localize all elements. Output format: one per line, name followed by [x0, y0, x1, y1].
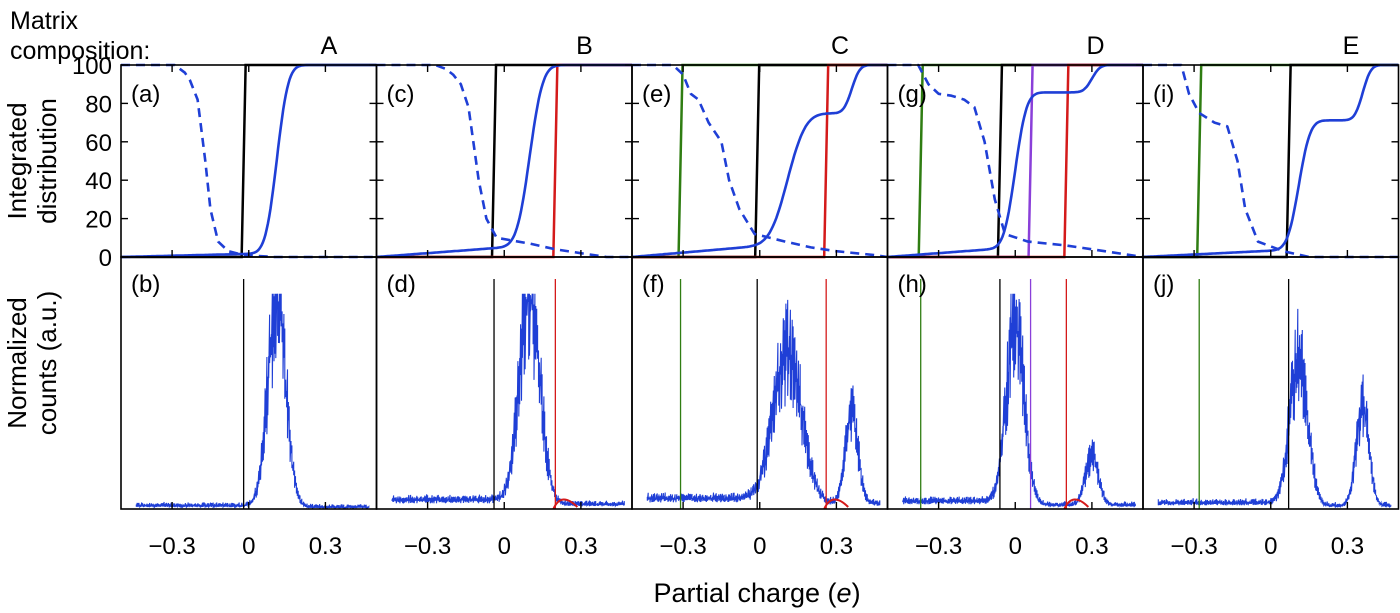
integrated-dashed-curve	[376, 63, 632, 259]
top-frame	[1142, 64, 1400, 258]
integrated-dashed-curve	[632, 63, 888, 259]
x-tick-label: 0	[753, 533, 766, 560]
integrated-dashed-curve	[1143, 63, 1399, 259]
y-tick-label: 0	[99, 245, 112, 272]
panel-C: (e) −0.3 0 0.3 (f)	[631, 63, 889, 560]
bottom-panel-B: −0.3 0 0.3 (d)	[375, 256, 633, 560]
matrix-composition-title: Matrix composition:	[10, 6, 150, 66]
panel-label-top: (a)	[131, 81, 160, 108]
x-axis-title-text: Partial charge (	[653, 578, 836, 608]
labels-layer: A B C D E 0 20 40 60 80 100 Integrated distribution N…	[2, 32, 1359, 608]
top-panel-C: (e)	[631, 63, 889, 259]
peak-tail-red	[823, 498, 849, 510]
matrix-label-E: E	[1343, 32, 1360, 60]
panel-label-top: (e)	[642, 81, 671, 108]
step-line-red	[376, 63, 632, 259]
bottom-panel-A: −0.3 0 0.3 (b)	[120, 256, 378, 560]
histogram-blue	[646, 299, 881, 506]
y-tick-label: 80	[85, 91, 112, 118]
x-tick-label: 0	[498, 533, 511, 560]
matrix-title-line1: Matrix	[10, 7, 79, 35]
integrated-solid-curve	[887, 63, 1143, 259]
x-tick-label: −0.3	[148, 533, 195, 560]
peak-tail-red	[1063, 498, 1090, 510]
bottom-panel-D: −0.3 0 0.3 (h)	[886, 256, 1144, 560]
y-tick-label: 40	[85, 168, 112, 195]
panel-label-top: (i)	[1153, 81, 1174, 108]
matrix-label-C: C	[831, 32, 849, 60]
integrated-solid-curve	[376, 63, 632, 259]
top-frame	[375, 64, 633, 258]
x-tick-label: 0	[1009, 533, 1022, 560]
matrix-title-line2: composition:	[10, 37, 151, 65]
y-axis-title-top-line2: distribution	[32, 98, 62, 224]
x-tick-label: −0.3	[915, 533, 962, 560]
panel-label-bottom: (b)	[131, 271, 160, 298]
bottom-panel-C: −0.3 0 0.3 (f)	[631, 256, 889, 560]
integrated-solid-curve	[1142, 63, 1399, 259]
panel-D: (g) −0.3 0 0.3 (h)	[886, 63, 1144, 560]
x-tick-label: −0.3	[1170, 533, 1217, 560]
histogram-blue	[135, 293, 370, 510]
panel-E: (i) −0.3 0 0.3 (j)	[1142, 63, 1400, 560]
panels-layer: (a)−0.3 0 0.3(b)(c)−0.3 0 0.3(d)(e)−0.3 0 0.3(…	[120, 63, 1400, 560]
y-tick-label: 100	[72, 53, 112, 80]
matrix-label-D: D	[1086, 32, 1104, 60]
bottom-frame	[631, 256, 889, 510]
histogram-blue	[391, 293, 625, 508]
peak-tail-red	[552, 498, 579, 510]
panel-A: (a) −0.3 0 0.3 (b)	[120, 63, 378, 560]
x-tick-label: 0.3	[309, 533, 342, 560]
matrix-label-A: A	[321, 32, 338, 60]
y-axis-title-bottom-line1: Normalized	[2, 297, 32, 429]
panel-B: (c) −0.3 0 0.3 (d)	[375, 63, 633, 560]
step-line-black	[376, 63, 632, 259]
panel-label-bottom: (f)	[642, 271, 665, 298]
integrated-dashed-curve	[887, 63, 1144, 259]
panel-label-bottom: (h)	[898, 271, 927, 298]
bottom-frame	[1142, 256, 1400, 510]
integrated-solid-curve	[631, 63, 888, 259]
step-line-black	[1143, 63, 1399, 259]
matrix-label-B: B	[576, 32, 593, 60]
x-tick-label: 0.3	[1075, 533, 1108, 560]
y-tick-label: 60	[85, 130, 112, 157]
bottom-panel-E: −0.3 0 0.3 (j)	[1142, 256, 1400, 560]
histogram-blue	[902, 293, 1136, 509]
panel-label-top: (c)	[387, 81, 415, 108]
x-tick-label: 0.3	[1331, 533, 1364, 560]
top-panel-B: (c)	[375, 63, 633, 259]
histogram-blue	[1157, 308, 1392, 509]
y-tick-label: 20	[85, 207, 112, 234]
x-tick-label: 0.3	[564, 533, 597, 560]
panel-label-top: (g)	[898, 81, 927, 108]
x-tick-label: 0.3	[820, 533, 853, 560]
x-tick-label: −0.3	[659, 533, 706, 560]
x-tick-label: 0	[1264, 533, 1277, 560]
top-panel-D: (g)	[886, 63, 1144, 259]
panel-label-bottom: (d)	[387, 271, 416, 298]
x-axis-title-close: )	[852, 578, 861, 608]
top-panel-E: (i)	[1142, 63, 1400, 259]
x-tick-label: 0	[242, 533, 255, 560]
x-axis-title: Partial charge (e)	[653, 578, 860, 608]
x-axis-title-unit: e	[837, 578, 852, 608]
step-line-green	[1143, 63, 1399, 259]
y-axis-title-top-line1: Integrated	[2, 102, 32, 219]
y-axis-title-bottom-line2: counts (a.u.)	[32, 291, 62, 436]
x-tick-label: −0.3	[404, 533, 451, 560]
top-panel-A: (a)	[120, 63, 378, 259]
panel-label-bottom: (j)	[1153, 271, 1174, 298]
